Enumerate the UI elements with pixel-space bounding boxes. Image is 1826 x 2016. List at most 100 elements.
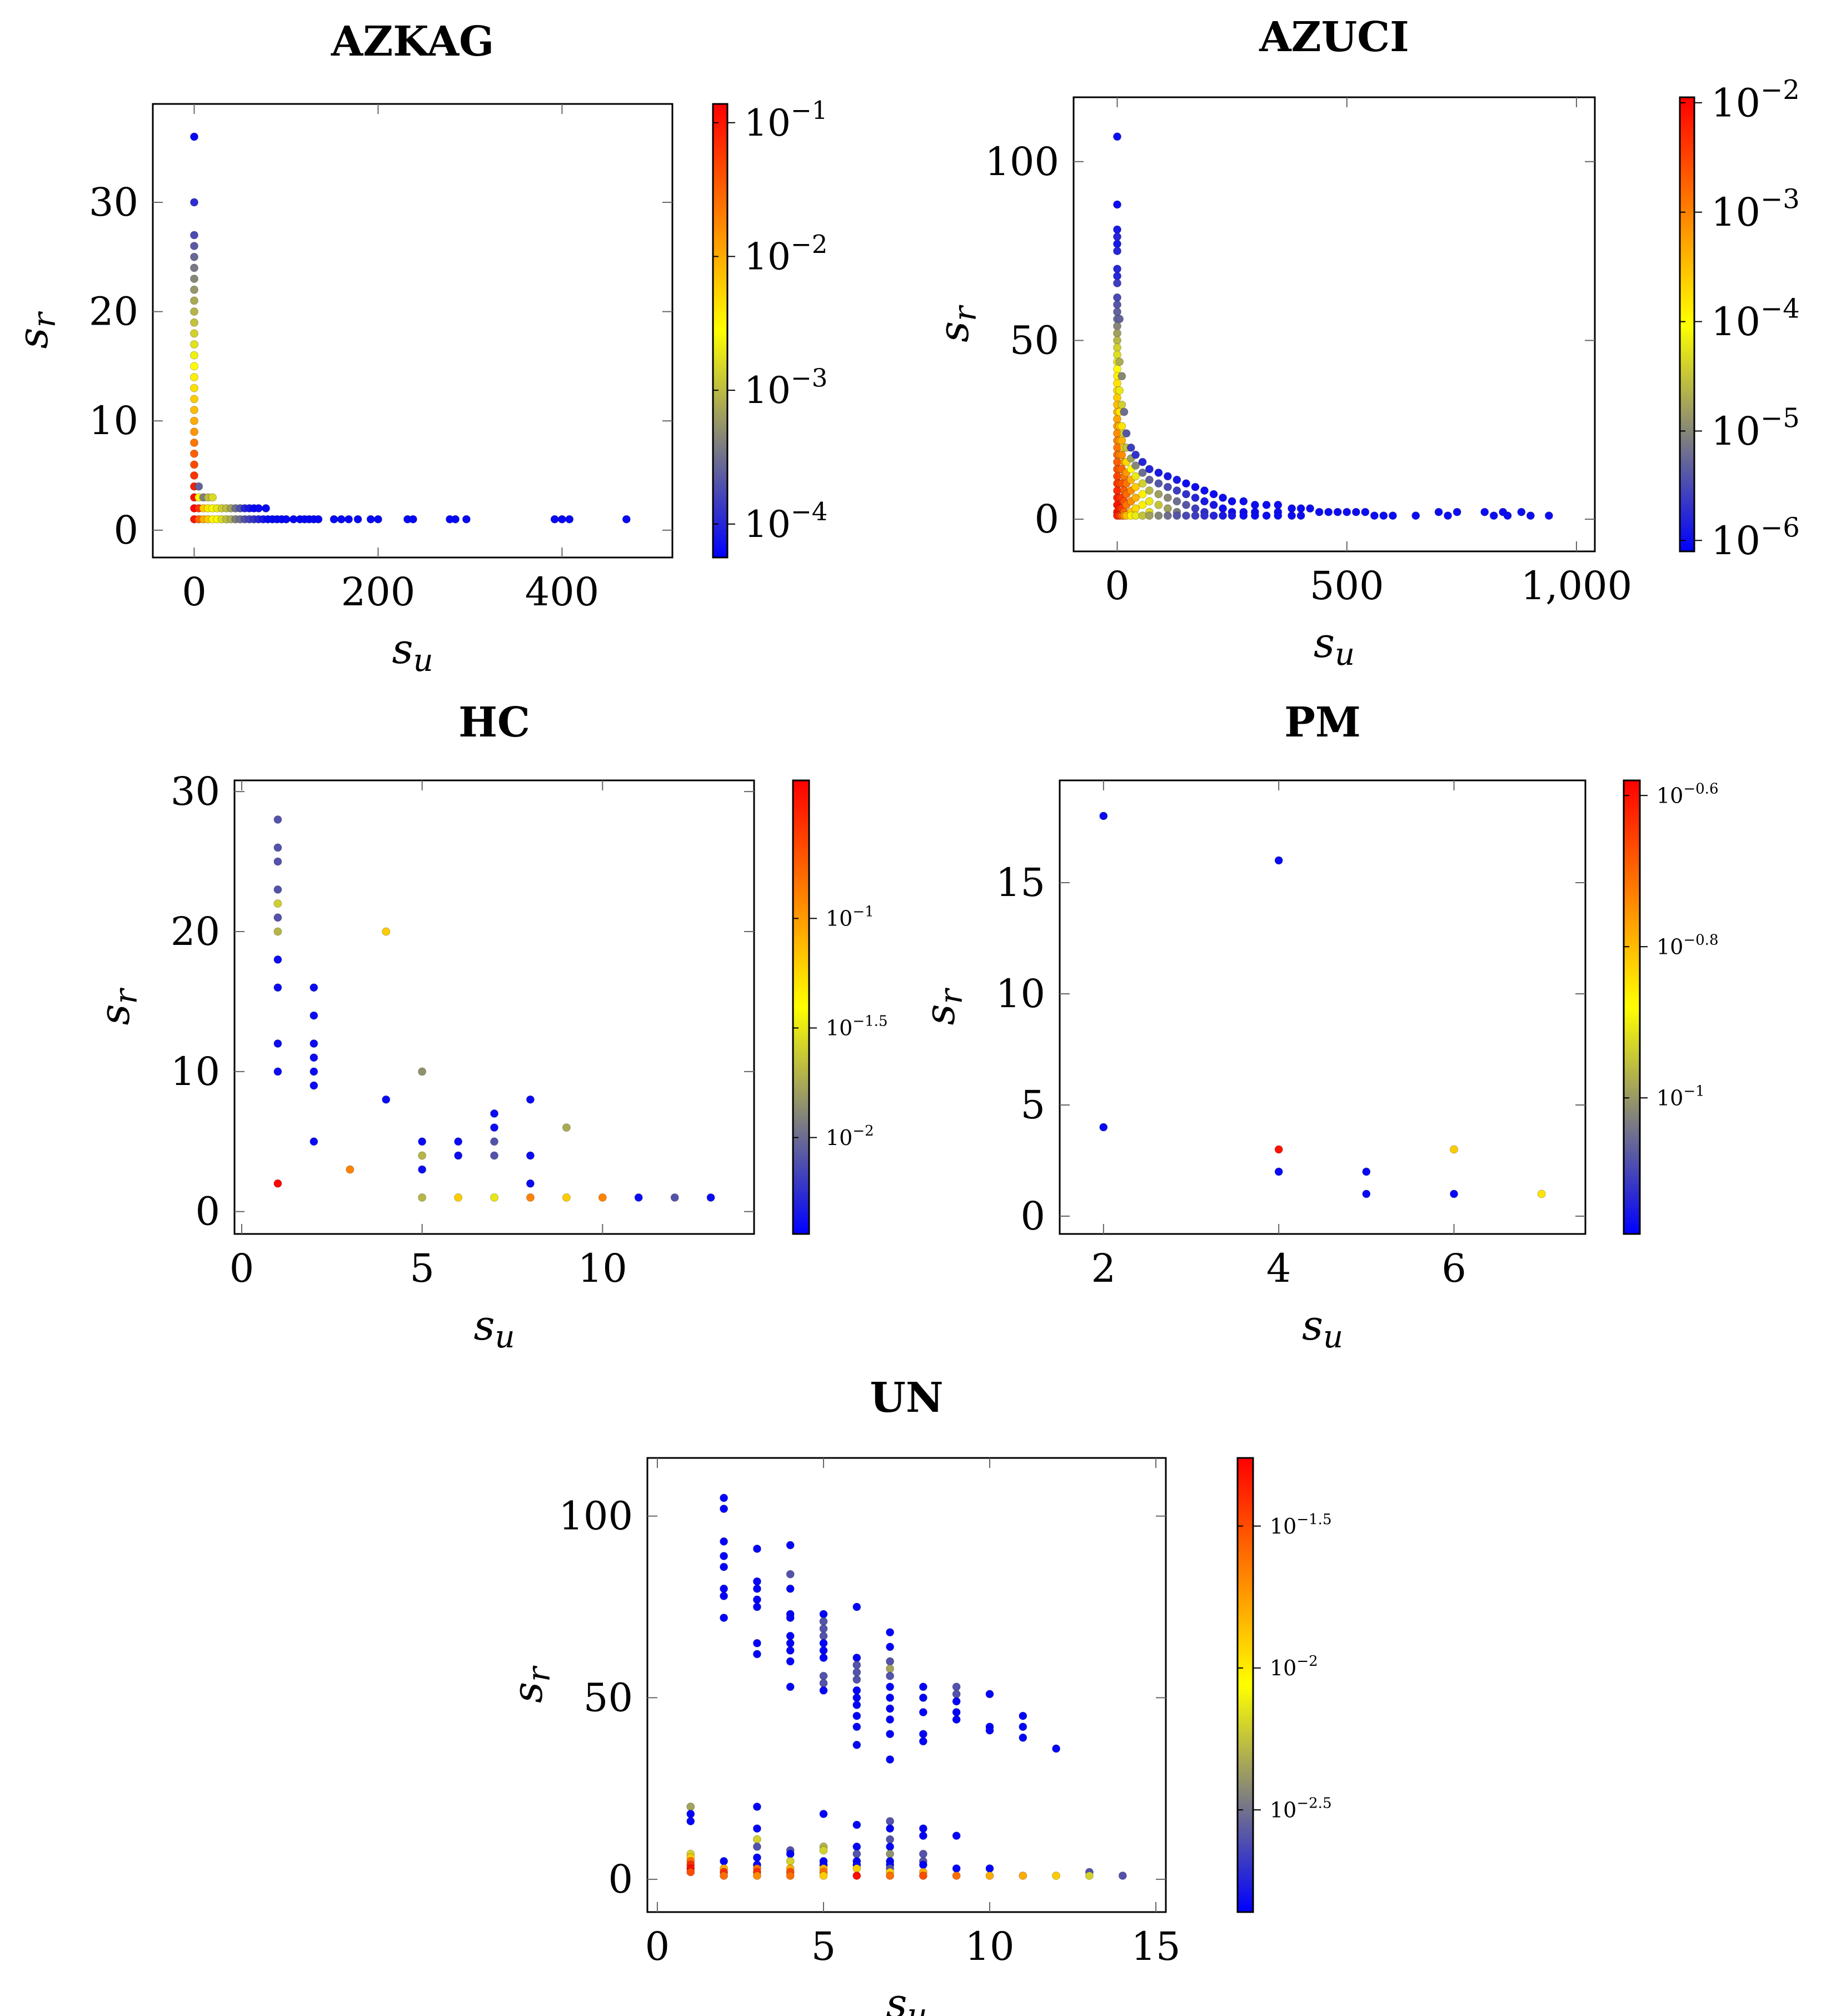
colorbar-tick-label: 10−2 xyxy=(826,1123,874,1150)
data-point xyxy=(985,1871,994,1880)
data-point xyxy=(1219,504,1228,513)
data-point xyxy=(1200,486,1209,495)
data-point xyxy=(852,1842,861,1851)
data-point xyxy=(1113,322,1121,331)
colorbar-tick-base: 10 xyxy=(1711,518,1760,564)
data-point xyxy=(1361,507,1370,516)
x-axis-label: su xyxy=(886,1980,927,2016)
colorbar-tick-label: 10−4 xyxy=(744,497,827,546)
colorbar-tick-label: 10−1 xyxy=(744,96,827,145)
data-point xyxy=(1120,407,1129,416)
data-point xyxy=(1131,504,1140,513)
colorbar-tick-label: 10−2 xyxy=(1711,74,1800,126)
data-point xyxy=(786,1857,795,1865)
data-point xyxy=(886,1824,895,1833)
data-point xyxy=(819,1846,828,1855)
y-tick-label: 10 xyxy=(171,1049,220,1094)
data-point xyxy=(273,955,282,964)
data-point xyxy=(1163,504,1172,513)
data-point xyxy=(919,1730,927,1739)
data-point xyxy=(190,252,198,261)
x-tick-label: 0 xyxy=(182,569,207,615)
data-point xyxy=(1113,307,1121,316)
y-axis-label-sub: r xyxy=(947,305,984,321)
data-point xyxy=(1131,450,1140,459)
data-point xyxy=(1182,500,1190,509)
data-point xyxy=(752,1602,761,1611)
data-point xyxy=(1113,336,1121,345)
data-point xyxy=(919,1824,927,1833)
y-tick-label: 5 xyxy=(1020,1082,1045,1128)
data-point xyxy=(919,1737,927,1746)
data-point xyxy=(1262,500,1271,509)
colorbar xyxy=(792,779,810,1235)
data-point xyxy=(1085,1871,1094,1880)
colorbar-tick-exponent: −4 xyxy=(791,497,827,526)
data-point xyxy=(786,1570,795,1579)
data-point xyxy=(952,1831,961,1840)
data-point xyxy=(919,1849,927,1858)
data-point xyxy=(786,1871,795,1880)
chart-title: HC xyxy=(458,699,530,746)
data-point xyxy=(208,493,217,502)
data-point xyxy=(262,504,270,512)
data-point xyxy=(526,1193,535,1202)
data-point xyxy=(1154,500,1163,509)
data-point xyxy=(273,843,282,852)
x-axis-label-sub: u xyxy=(413,643,433,679)
x-tick-label: 15 xyxy=(1131,1924,1181,1969)
data-point xyxy=(418,1151,427,1160)
data-point xyxy=(819,1617,828,1626)
plot-frame xyxy=(152,103,673,559)
data-point xyxy=(819,1671,828,1680)
data-point xyxy=(1113,232,1121,241)
data-point xyxy=(1113,300,1121,309)
data-point xyxy=(1209,511,1218,520)
data-point xyxy=(886,1664,895,1673)
data-point xyxy=(1262,511,1271,520)
data-point xyxy=(1115,357,1124,366)
colorbar-tick-exponent: −0.6 xyxy=(1683,780,1718,797)
data-point xyxy=(273,815,282,824)
data-point xyxy=(273,927,282,936)
colorbar-tick-exponent: −1 xyxy=(852,904,874,920)
data-point xyxy=(1154,479,1163,488)
data-point xyxy=(1145,497,1154,506)
data-point xyxy=(919,1831,927,1840)
y-axis-label: sr xyxy=(916,987,970,1025)
data-point xyxy=(622,515,631,524)
data-point xyxy=(353,515,362,524)
y-tick-label: 30 xyxy=(171,769,220,814)
data-point xyxy=(1052,1871,1061,1880)
data-point xyxy=(273,1179,282,1188)
data-point xyxy=(526,1179,535,1188)
data-point xyxy=(819,1631,828,1640)
data-point xyxy=(190,231,198,240)
data-point xyxy=(886,1730,895,1739)
x-tick-label: 2 xyxy=(1091,1246,1116,1291)
data-point xyxy=(1526,511,1535,520)
x-tick-label: 500 xyxy=(1310,563,1384,609)
data-point xyxy=(1288,511,1296,520)
data-point xyxy=(670,1193,679,1202)
data-point xyxy=(190,296,198,305)
data-point xyxy=(1450,1189,1458,1198)
data-point xyxy=(952,1864,961,1873)
y-tick-label: 0 xyxy=(113,507,138,553)
data-point xyxy=(1113,240,1121,248)
data-point xyxy=(418,1067,427,1076)
data-point xyxy=(1503,511,1512,520)
colorbar xyxy=(712,103,729,559)
colorbar-tick-label: 10−0.8 xyxy=(1657,932,1719,959)
data-point xyxy=(1113,365,1121,374)
x-axis-label-base: s xyxy=(1302,1302,1323,1350)
data-point xyxy=(1274,856,1283,865)
data-point xyxy=(819,1679,828,1688)
data-point xyxy=(1173,486,1181,495)
chart-title: AZUCI xyxy=(1259,13,1409,61)
data-point xyxy=(1274,1145,1283,1154)
data-point xyxy=(1274,511,1283,520)
data-point xyxy=(1480,507,1489,516)
data-point xyxy=(886,1704,895,1713)
x-tick-label: 400 xyxy=(525,569,600,615)
